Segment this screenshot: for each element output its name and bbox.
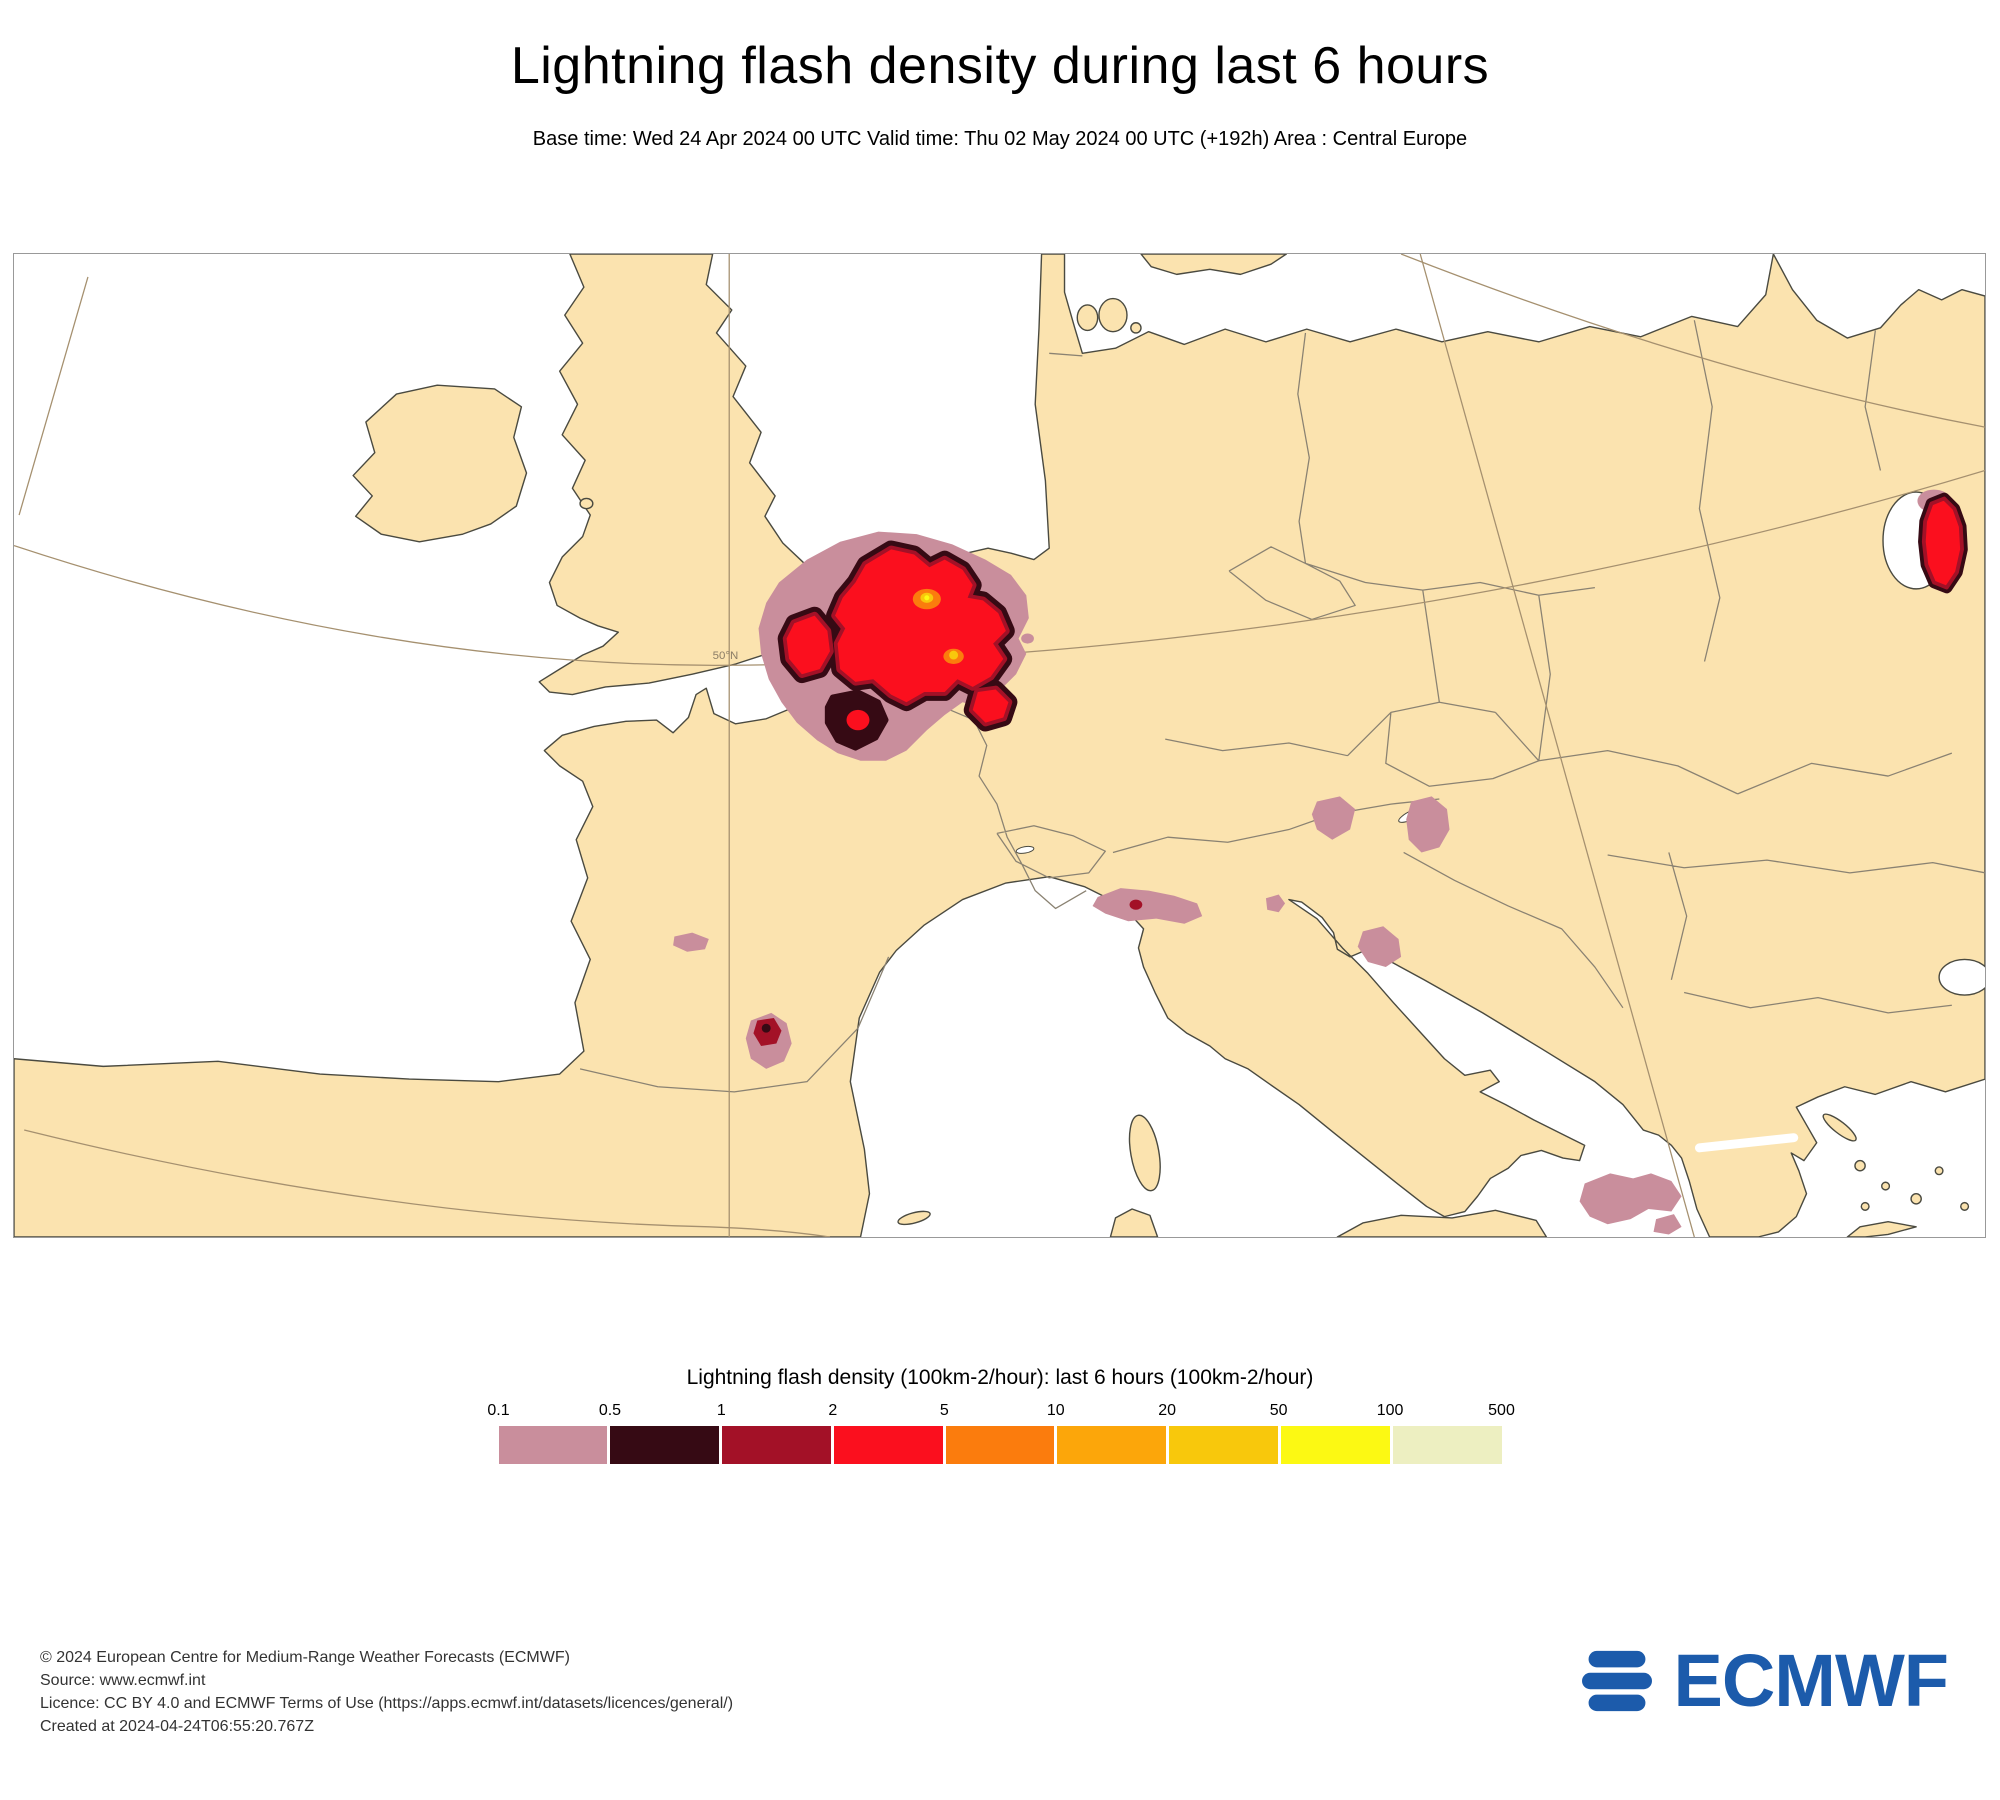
lightning-po-darkred-dot [1129, 899, 1143, 910]
meridian-20e [1419, 254, 1695, 1237]
ecmwf-logo: ECMWF [1576, 1638, 1949, 1723]
sardinia-sliver [1109, 1208, 1159, 1237]
euboea-island [1822, 1113, 1857, 1142]
legend-segment [1169, 1426, 1278, 1464]
sweden-sliver [1140, 254, 1288, 276]
legend-tick: 0.1 [487, 1402, 510, 1419]
legend-tick: 500 [1488, 1402, 1515, 1419]
page-title: Lightning flash density during last 6 ho… [510, 37, 1490, 95]
legend-tick: 1 [716, 1402, 726, 1419]
legend-tick: 0.5 [598, 1402, 622, 1419]
footer-line: Source: www.ecmwf.int [40, 1672, 206, 1689]
legend-tick: 2 [828, 1402, 838, 1419]
land-layer [14, 254, 1985, 1237]
aegean-islands [1854, 1159, 1970, 1211]
footer-line: Licence: CC BY 4.0 and ECMWF Terms of Us… [40, 1695, 734, 1712]
legend-segment [610, 1426, 720, 1464]
legend-tick: 50 [1269, 1402, 1288, 1419]
legend-segment [1392, 1426, 1502, 1464]
legend-segment [1057, 1426, 1167, 1464]
legend-bar-wrap: 0.1 0.5 1 2 5 10 20 50 100 500 [487, 1402, 1515, 1464]
legend-segment [833, 1426, 943, 1464]
parallel-40n [24, 1129, 831, 1237]
ecmwf-logo-text: ECMWF [1673, 1639, 1949, 1722]
ecmwf-logo-icon [1581, 1650, 1652, 1711]
sicily-sliver [1336, 1209, 1548, 1237]
legend-segment [945, 1426, 1055, 1464]
legend-segment [1280, 1426, 1390, 1464]
lake-geneva [1015, 845, 1035, 854]
gulf-of-corinth [1694, 1133, 1799, 1153]
parallel-label: 50°N [713, 650, 739, 662]
zealand-island [1098, 297, 1128, 333]
legend-tick: 10 [1046, 1402, 1065, 1419]
sea-of-marmara [1938, 958, 1985, 996]
legend-ticks: 0.1 0.5 1 2 5 10 20 50 100 500 [487, 1402, 1514, 1426]
meridian-nw [18, 276, 89, 516]
ireland [352, 384, 528, 543]
legend-title: Lightning flash density (100km-2/hour): … [686, 1366, 1314, 1389]
lightning-pyrenees-maroon-dot [761, 1023, 771, 1033]
lightning-layer [673, 489, 1964, 1235]
small-danish-island [1130, 322, 1142, 334]
legend: Lightning flash density (100km-2/hour): … [0, 1366, 2000, 1464]
funen-island [1076, 304, 1099, 332]
map-subtitle: Base time: Wed 24 Apr 2024 00 UTC Valid … [532, 128, 1468, 150]
lightning-pink-speck [1021, 633, 1034, 644]
legend-tick: 20 [1158, 1402, 1177, 1419]
legend-tick: 100 [1376, 1402, 1404, 1419]
lightning-ne-red [1921, 496, 1964, 590]
lightning-south-lobe-red [846, 709, 870, 731]
map-panel: 50°N [13, 253, 1986, 1238]
map-canvas: 50°N [14, 254, 1985, 1237]
lightning-pink-patches [673, 796, 1682, 1235]
crete-sliver [1846, 1221, 1917, 1237]
isle-of-man [579, 497, 594, 510]
footer: © 2024 European Centre for Medium-Range … [40, 1646, 733, 1738]
lightning-yellow-core [924, 595, 930, 601]
lightning-gold-core-2 [949, 650, 959, 660]
great-britain [538, 254, 815, 696]
corsica [1128, 1114, 1161, 1192]
parallel-55n [1400, 254, 1985, 428]
footer-line: Created at 2024-04-24T06:55:20.767Z [40, 1718, 314, 1735]
legend-tick: 5 [939, 1402, 949, 1419]
mainland-europe [14, 254, 1985, 1237]
balearic-island [897, 1210, 931, 1226]
legend-segment [498, 1426, 608, 1464]
legend-bar [498, 1426, 1502, 1464]
footer-line: © 2024 European Centre for Medium-Range … [40, 1649, 570, 1666]
legend-segment [722, 1426, 831, 1464]
